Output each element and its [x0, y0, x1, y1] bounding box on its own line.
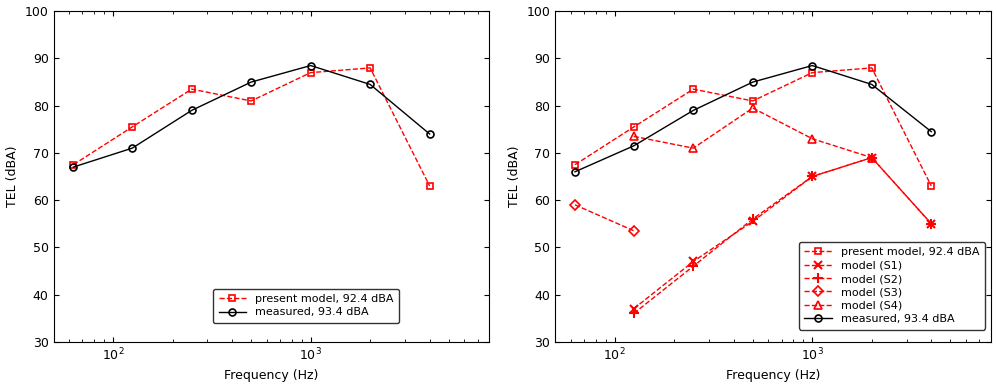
measured, 93.4 dBA: [628, 144, 640, 148]
X-axis label: Frequency (Hz): Frequency (Hz): [726, 369, 821, 382]
measured, 93.4 dBA: [305, 63, 317, 68]
model (S1): [628, 307, 640, 311]
measured, 93.4 dBA: [687, 108, 699, 113]
present model, 92.4 dBA: [68, 162, 80, 167]
model (S2): [628, 311, 640, 316]
present model, 92.4 dBA: [185, 87, 197, 92]
Line: measured, 93.4 dBA: measured, 93.4 dBA: [571, 62, 935, 175]
present model, 92.4 dBA: [807, 70, 819, 75]
model (S4): [747, 106, 759, 110]
measured, 93.4 dBA: [245, 80, 257, 85]
present model, 92.4 dBA: [687, 87, 699, 92]
measured, 93.4 dBA: [865, 82, 877, 87]
measured, 93.4 dBA: [127, 146, 139, 151]
measured, 93.4 dBA: [925, 129, 937, 134]
present model, 92.4 dBA: [569, 162, 581, 167]
Line: model (S3): model (S3): [571, 201, 637, 234]
measured, 93.4 dBA: [747, 80, 759, 85]
present model, 92.4 dBA: [424, 184, 436, 188]
measured, 93.4 dBA: [424, 132, 436, 136]
present model, 92.4 dBA: [305, 70, 317, 75]
model (S4): [628, 134, 640, 139]
model (S3): [569, 203, 581, 207]
model (S2): [747, 217, 759, 221]
model (S1): [925, 222, 937, 226]
model (S4): [865, 155, 877, 160]
model (S3): [628, 229, 640, 233]
Line: present model, 92.4 dBA: present model, 92.4 dBA: [70, 64, 433, 189]
model (S1): [747, 219, 759, 223]
present model, 92.4 dBA: [865, 66, 877, 70]
Line: measured, 93.4 dBA: measured, 93.4 dBA: [70, 62, 433, 170]
measured, 93.4 dBA: [68, 165, 80, 170]
Legend: present model, 92.4 dBA, model (S1), model (S2), model (S3), model (S4), measure: present model, 92.4 dBA, model (S1), mod…: [799, 242, 985, 329]
model (S2): [925, 222, 937, 226]
model (S2): [865, 155, 877, 160]
present model, 92.4 dBA: [127, 125, 139, 129]
measured, 93.4 dBA: [569, 170, 581, 174]
present model, 92.4 dBA: [245, 99, 257, 103]
measured, 93.4 dBA: [364, 82, 376, 87]
measured, 93.4 dBA: [807, 63, 819, 68]
present model, 92.4 dBA: [364, 66, 376, 70]
model (S4): [687, 146, 699, 151]
Line: present model, 92.4 dBA: present model, 92.4 dBA: [571, 64, 935, 189]
present model, 92.4 dBA: [628, 125, 640, 129]
present model, 92.4 dBA: [925, 184, 937, 188]
Y-axis label: TEL (dBA): TEL (dBA): [6, 146, 19, 207]
model (S2): [807, 174, 819, 179]
X-axis label: Frequency (Hz): Frequency (Hz): [224, 369, 318, 382]
present model, 92.4 dBA: [747, 99, 759, 103]
model (S2): [687, 264, 699, 268]
measured, 93.4 dBA: [185, 108, 197, 113]
Line: model (S2): model (S2): [629, 153, 936, 318]
Line: model (S1): model (S1): [630, 153, 935, 313]
Y-axis label: TEL (dBA): TEL (dBA): [507, 146, 520, 207]
model (S1): [865, 155, 877, 160]
model (S4): [807, 137, 819, 141]
Legend: present model, 92.4 dBA, measured, 93.4 dBA: present model, 92.4 dBA, measured, 93.4 …: [213, 289, 400, 323]
model (S1): [687, 259, 699, 264]
Line: model (S4): model (S4): [630, 104, 876, 162]
model (S1): [807, 174, 819, 179]
